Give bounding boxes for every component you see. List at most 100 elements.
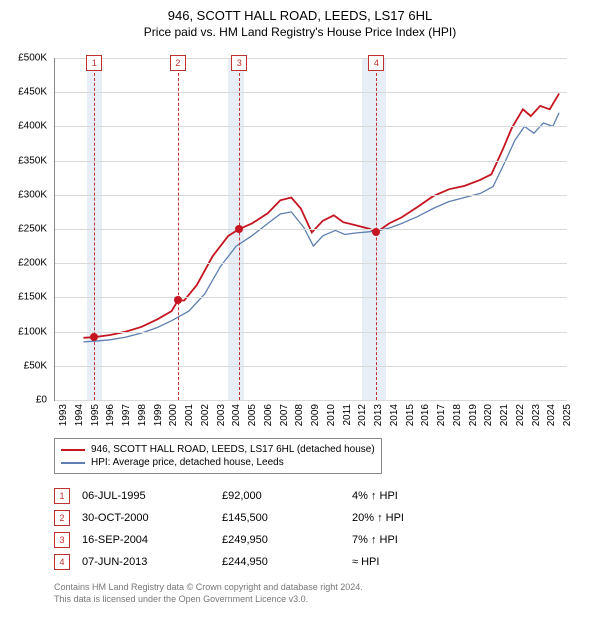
row-marker-badge: 1	[54, 488, 70, 504]
transaction-table: 106-JUL-1995£92,0004% ↑ HPI230-OCT-2000£…	[54, 485, 566, 573]
gridline	[55, 263, 567, 264]
table-row: 4 07-JUN-2013£244,950≈ HPI	[54, 551, 566, 573]
marker-badge: 1	[86, 55, 102, 71]
x-axis-label: 2007	[279, 404, 290, 426]
row-date: 16-SEP-2004	[82, 534, 222, 546]
row-marker-badge: 4	[54, 554, 70, 570]
y-axis-label: £250K	[0, 224, 47, 235]
y-axis-label: £300K	[0, 189, 47, 200]
row-marker-badge: 2	[54, 510, 70, 526]
x-axis-label: 2023	[531, 404, 542, 426]
x-axis-label: 1995	[90, 404, 101, 426]
x-axis-label: 2012	[357, 404, 368, 426]
price-chart: £0£50K£100K£150K£200K£250K£300K£350K£400…	[54, 58, 567, 401]
row-price: £145,500	[222, 512, 352, 524]
x-axis-label: 2020	[483, 404, 494, 426]
marker-line	[94, 58, 95, 400]
transaction-dot	[372, 228, 380, 236]
page-subtitle: Price paid vs. HM Land Registry's House …	[0, 25, 600, 39]
y-axis-label: £0	[0, 395, 47, 406]
x-axis-label: 2019	[468, 404, 479, 426]
gridline	[55, 92, 567, 93]
row-marker-badge: 3	[54, 532, 70, 548]
gridline	[55, 332, 567, 333]
row-pct-vs-hpi: ≈ HPI	[352, 556, 432, 568]
x-axis-label: 2016	[420, 404, 431, 426]
x-axis-label: 2002	[200, 404, 211, 426]
x-axis-label: 1999	[153, 404, 164, 426]
gridline	[55, 366, 567, 367]
series-hpi	[83, 113, 559, 342]
y-axis-label: £500K	[0, 53, 47, 64]
legend-item: HPI: Average price, detached house, Leed…	[61, 456, 375, 469]
y-axis-label: £400K	[0, 121, 47, 132]
x-axis-label: 2001	[184, 404, 195, 426]
x-axis-label: 1997	[121, 404, 132, 426]
y-axis-label: £50K	[0, 360, 47, 371]
row-date: 07-JUN-2013	[82, 556, 222, 568]
marker-badge: 4	[368, 55, 384, 71]
row-price: £92,000	[222, 490, 352, 502]
transaction-dot	[235, 225, 243, 233]
x-axis-label: 2021	[499, 404, 510, 426]
legend-label: 946, SCOTT HALL ROAD, LEEDS, LS17 6HL (d…	[91, 444, 375, 455]
gridline	[55, 58, 567, 59]
x-axis-label: 2008	[294, 404, 305, 426]
row-pct-vs-hpi: 7% ↑ HPI	[352, 534, 432, 546]
gridline	[55, 126, 567, 127]
row-date: 06-JUL-1995	[82, 490, 222, 502]
y-axis-label: £150K	[0, 292, 47, 303]
x-axis-label: 1996	[105, 404, 116, 426]
table-row: 1 06-JUL-1995£92,0004% ↑ HPI	[54, 485, 566, 507]
x-axis-label: 1998	[137, 404, 148, 426]
transaction-dot	[90, 333, 98, 341]
x-axis-label: 2004	[231, 404, 242, 426]
gridline	[55, 195, 567, 196]
x-axis-label: 2010	[326, 404, 337, 426]
x-axis-label: 2006	[263, 404, 274, 426]
footer-credits: Contains HM Land Registry data © Crown c…	[54, 582, 566, 605]
table-row: 2 30-OCT-2000£145,50020% ↑ HPI	[54, 507, 566, 529]
row-price: £249,950	[222, 534, 352, 546]
x-axis-label: 2024	[546, 404, 557, 426]
x-axis-label: 2011	[342, 404, 353, 426]
x-axis-label: 2005	[247, 404, 258, 426]
legend-swatch	[61, 449, 85, 451]
footer-line1: Contains HM Land Registry data © Crown c…	[54, 582, 566, 594]
gridline	[55, 400, 567, 401]
x-axis-label: 2025	[562, 404, 573, 426]
gridline	[55, 297, 567, 298]
y-axis-label: £350K	[0, 155, 47, 166]
x-axis-label: 2003	[216, 404, 227, 426]
x-axis-label: 2000	[168, 404, 179, 426]
x-axis-label: 2017	[436, 404, 447, 426]
row-price: £244,950	[222, 556, 352, 568]
table-row: 3 16-SEP-2004£249,9507% ↑ HPI	[54, 529, 566, 551]
y-axis-label: £100K	[0, 326, 47, 337]
row-date: 30-OCT-2000	[82, 512, 222, 524]
legend-swatch	[61, 462, 85, 464]
x-axis-label: 2009	[310, 404, 321, 426]
marker-badge: 3	[231, 55, 247, 71]
marker-badge: 2	[170, 55, 186, 71]
page-title: 946, SCOTT HALL ROAD, LEEDS, LS17 6HL	[0, 8, 600, 23]
legend: 946, SCOTT HALL ROAD, LEEDS, LS17 6HL (d…	[54, 438, 382, 474]
x-axis-label: 2014	[389, 404, 400, 426]
gridline	[55, 229, 567, 230]
legend-label: HPI: Average price, detached house, Leed…	[91, 457, 284, 468]
transaction-dot	[174, 296, 182, 304]
series-price_paid	[83, 94, 559, 338]
y-axis-label: £200K	[0, 258, 47, 269]
y-axis-label: £450K	[0, 87, 47, 98]
x-axis-label: 2015	[405, 404, 416, 426]
x-axis-label: 1994	[74, 404, 85, 426]
x-axis-label: 2018	[452, 404, 463, 426]
footer-line2: This data is licensed under the Open Gov…	[54, 594, 566, 606]
row-pct-vs-hpi: 20% ↑ HPI	[352, 512, 432, 524]
legend-item: 946, SCOTT HALL ROAD, LEEDS, LS17 6HL (d…	[61, 443, 375, 456]
x-axis-label: 1993	[58, 404, 69, 426]
x-axis-label: 2022	[515, 404, 526, 426]
x-axis-label: 2013	[373, 404, 384, 426]
row-pct-vs-hpi: 4% ↑ HPI	[352, 490, 432, 502]
marker-line	[178, 58, 179, 400]
